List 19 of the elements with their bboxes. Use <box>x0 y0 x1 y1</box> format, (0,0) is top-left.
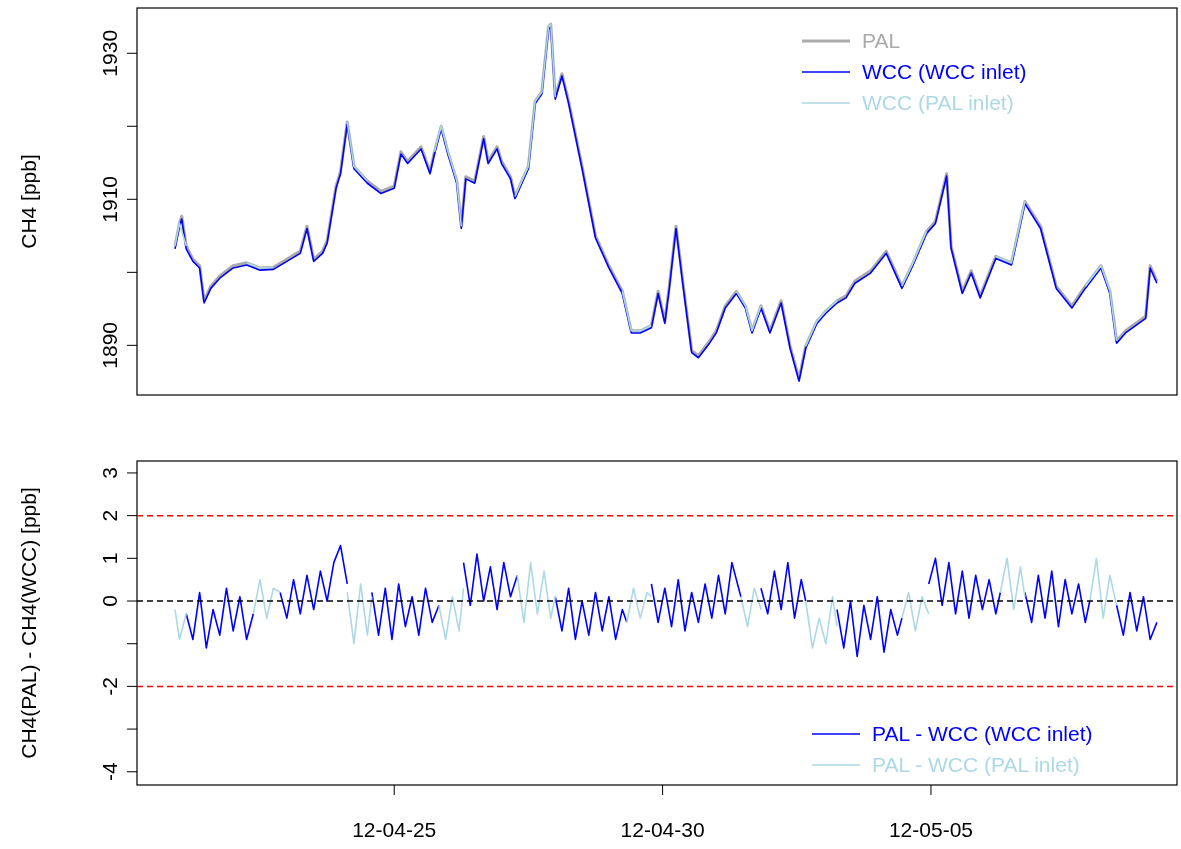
legend-label: WCC (WCC inlet) <box>862 60 1027 84</box>
y-tick-label: 1930 <box>98 29 121 77</box>
x-tick-label: 12-04-30 <box>620 818 705 841</box>
y-tick-label: 1890 <box>98 321 121 369</box>
y-tick-label: -4 <box>98 762 121 782</box>
legend-label: PAL - WCC (WCC inlet) <box>872 722 1093 746</box>
y-tick-label: 1910 <box>98 175 121 223</box>
y-tick-label: 0 <box>98 595 121 607</box>
legend-label: PAL <box>862 29 901 53</box>
legend-label: PAL - WCC (PAL inlet) <box>872 753 1080 777</box>
y-tick-label: 1 <box>98 552 121 565</box>
y-tick-label: 3 <box>98 467 121 479</box>
y-tick-label: -2 <box>98 677 121 696</box>
x-tick-label: 12-05-05 <box>888 818 974 841</box>
y-axis-title: CH4(PAL) - CH4(WCC) [ppb] <box>17 487 40 759</box>
y-axis-title: CH4 [ppb] <box>17 154 40 249</box>
x-tick-label: 12-04-25 <box>352 818 437 841</box>
legend-label: WCC (PAL inlet) <box>862 91 1014 115</box>
y-tick-label: 2 <box>98 509 121 522</box>
